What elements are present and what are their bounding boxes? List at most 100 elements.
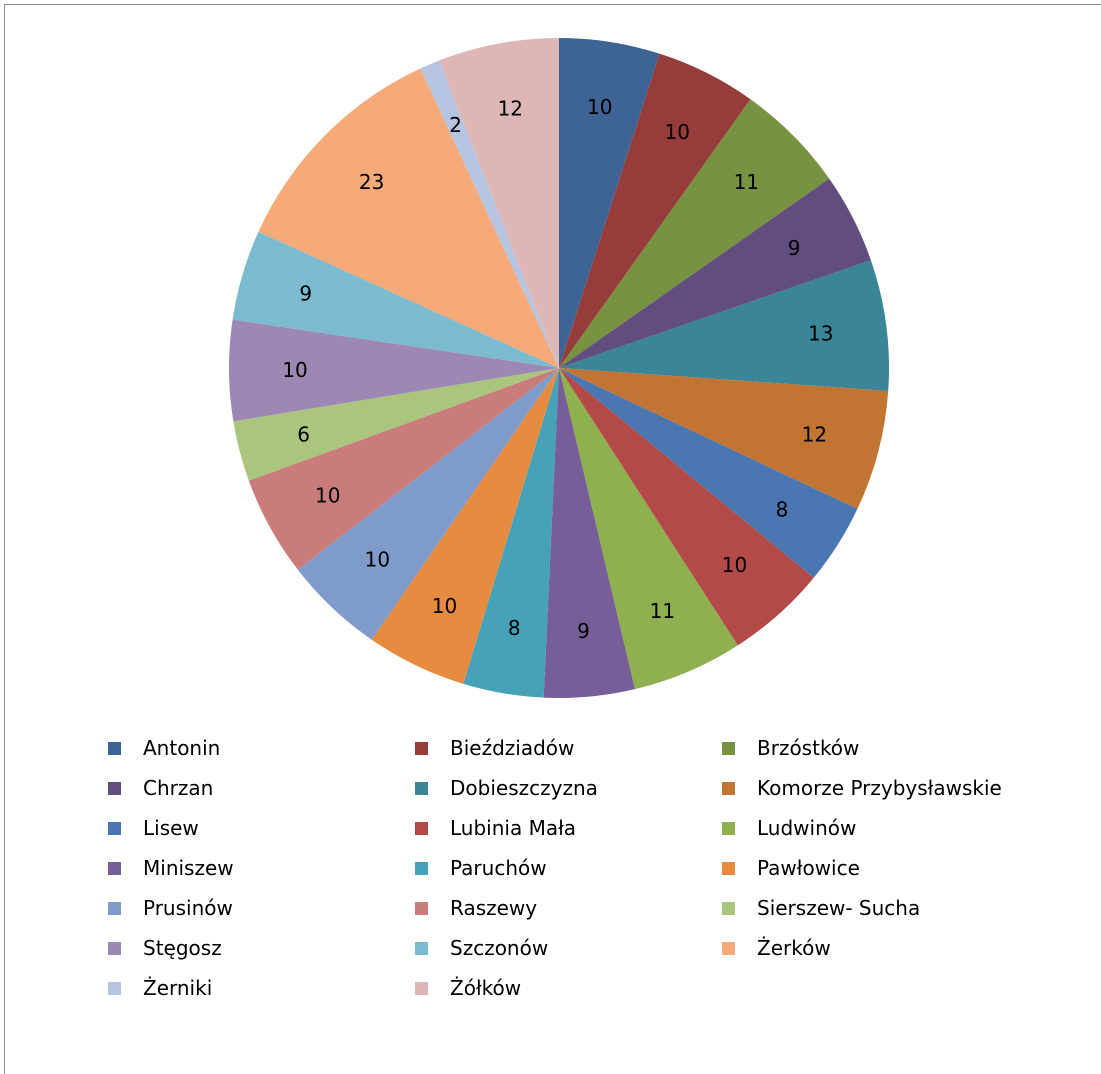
pie-slice-antonin xyxy=(559,38,660,368)
data-label-zerniki: 2 xyxy=(449,113,462,137)
legend-swatch xyxy=(415,941,428,955)
legend-item-miniszew: Miniszew xyxy=(108,848,234,888)
data-label-ludwinow: 11 xyxy=(650,599,675,623)
legend-item-lisew: Lisew xyxy=(108,808,199,848)
legend-item-zerniki: Żerniki xyxy=(108,968,212,1008)
legend-swatch xyxy=(108,781,121,795)
data-label-antonin: 10 xyxy=(587,95,612,119)
legend-label: Dobieszczyzna xyxy=(450,776,598,800)
data-label-biezdziadow: 10 xyxy=(664,120,689,144)
legend-label: Żerków xyxy=(757,936,831,960)
pie-slice-lubinia-mala xyxy=(559,368,814,646)
legend-item-ludwinow: Ludwinów xyxy=(722,808,856,848)
pie-slice-miniszew xyxy=(543,368,635,698)
pie-slice-biezdziadow xyxy=(559,53,751,369)
legend-label: Lisew xyxy=(143,816,199,840)
pie-slice-komorze-przybyslawskie xyxy=(559,368,889,509)
pie-slice-ludwinow xyxy=(559,368,738,690)
legend-item-komorze-przybyslawskie: Komorze Przybysławskie xyxy=(722,768,1002,808)
legend-swatch xyxy=(415,981,428,995)
legend-item-lubinia-mala: Lubinia Mała xyxy=(415,808,576,848)
data-label-miniszew: 9 xyxy=(577,619,590,643)
legend-swatch xyxy=(722,861,735,875)
legend-label: Chrzan xyxy=(143,776,214,800)
legend-item-zolkow: Żółków xyxy=(415,968,521,1008)
legend-label: Antonin xyxy=(143,736,221,760)
data-label-komorze-przybyslawskie: 12 xyxy=(802,423,827,447)
pie-slice-paruchow xyxy=(463,368,559,698)
data-label-paruchow: 8 xyxy=(508,616,521,640)
legend-swatch xyxy=(108,821,121,835)
pie-slice-zerkow xyxy=(258,68,559,368)
legend-label: Szczonów xyxy=(450,936,549,960)
legend-label: Żółków xyxy=(450,976,522,1000)
chart-frame xyxy=(4,4,1101,1074)
legend-item-brzostkow: Brzóstków xyxy=(722,728,859,768)
legend-swatch xyxy=(108,981,121,995)
pie-slice-brzostkow xyxy=(559,99,830,368)
legend-label: Stęgosz xyxy=(143,936,222,960)
pie-slice-pawlowice xyxy=(371,368,559,684)
legend-item-sierszew-sucha: Sierszew- Sucha xyxy=(722,888,920,928)
pie-slice-stegosz xyxy=(229,319,559,422)
data-label-zolkow: 12 xyxy=(498,97,523,121)
legend-item-pawlowice: Pawłowice xyxy=(722,848,860,888)
legend-item-prusinow: Prusinów xyxy=(108,888,233,928)
legend-label: Ludwinów xyxy=(757,816,857,840)
pie-slice-prusinow xyxy=(297,368,559,640)
legend-item-biezdziadow: Bieździadów xyxy=(415,728,574,768)
legend-label: Paruchów xyxy=(450,856,547,880)
legend-swatch xyxy=(415,741,428,755)
legend-swatch xyxy=(415,821,428,835)
legend-swatch xyxy=(722,741,735,755)
legend-swatch xyxy=(722,901,735,915)
legend-item-dobieszczyzna: Dobieszczyzna xyxy=(415,768,598,808)
data-label-pawlowice: 10 xyxy=(432,594,457,618)
legend-swatch xyxy=(108,861,121,875)
legend-label: Bieździadów xyxy=(450,736,575,760)
data-label-lubinia-mala: 10 xyxy=(722,553,747,577)
legend-label: Komorze Przybysławskie xyxy=(757,776,1002,800)
data-label-lisew: 8 xyxy=(776,497,789,521)
legend-label: Brzóstków xyxy=(757,736,860,760)
legend-swatch xyxy=(722,781,735,795)
data-label-raszewy: 10 xyxy=(315,483,340,507)
pie-chart: 10 10 11 9 13 12 8 10 11 9 8 10 10 10 6 10 9 23 2 12 xyxy=(229,38,889,698)
data-label-dobieszczyzna: 13 xyxy=(808,321,833,345)
data-label-prusinow: 10 xyxy=(365,548,390,572)
legend-swatch xyxy=(108,941,121,955)
pie-slice-zolkow xyxy=(439,38,559,368)
pie-slice-lisew xyxy=(559,368,858,578)
data-label-szczonow: 9 xyxy=(299,281,312,305)
legend-item-paruchow: Paruchów xyxy=(415,848,547,888)
legend-item-zerkow: Żerków xyxy=(722,928,831,968)
legend-swatch xyxy=(722,821,735,835)
legend-swatch xyxy=(415,901,428,915)
pie-slice-dobieszczyzna xyxy=(559,260,889,391)
legend-item-raszewy: Raszewy xyxy=(415,888,537,928)
legend-swatch xyxy=(108,741,121,755)
legend-item-stegosz: Stęgosz xyxy=(108,928,222,968)
legend-label: Raszewy xyxy=(450,896,538,920)
legend-label: Pawłowice xyxy=(757,856,860,880)
legend-item-chrzan: Chrzan xyxy=(108,768,213,808)
legend-label: Miniszew xyxy=(143,856,234,880)
data-label-brzostkow: 11 xyxy=(734,170,759,194)
legend-swatch xyxy=(108,901,121,915)
legend-label: Lubinia Mała xyxy=(450,816,577,840)
legend-label: Sierszew- Sucha xyxy=(757,896,921,920)
data-label-zerkow: 23 xyxy=(359,170,384,194)
data-label-stegosz: 10 xyxy=(282,358,307,382)
data-label-sierszew-sucha: 6 xyxy=(297,423,310,447)
legend-swatch xyxy=(415,781,428,795)
legend-item-antonin: Antonin xyxy=(108,728,220,768)
data-label-chrzan: 9 xyxy=(788,236,801,260)
pie-slice-chrzan xyxy=(559,178,871,368)
pie-slice-raszewy xyxy=(248,368,560,570)
pie-slice-zerniki xyxy=(420,60,559,368)
legend-swatch xyxy=(415,861,428,875)
legend-label: Prusinów xyxy=(143,896,233,920)
legend-item-szczonow: Szczonów xyxy=(415,928,548,968)
legend-swatch xyxy=(722,941,735,955)
legend-label: Żerniki xyxy=(143,976,213,1000)
